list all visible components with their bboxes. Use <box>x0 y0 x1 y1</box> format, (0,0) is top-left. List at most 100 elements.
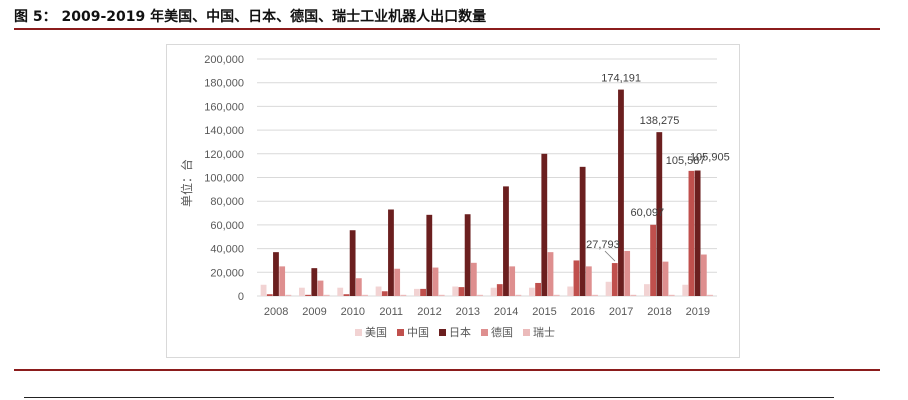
x-tick-label: 2009 <box>302 306 326 318</box>
x-tick-label: 2013 <box>456 306 480 318</box>
x-tick-label: 2014 <box>494 306 518 318</box>
bar-瑞士 <box>515 294 522 296</box>
bar-瑞士 <box>592 294 598 296</box>
bar-中国 <box>611 263 618 296</box>
legend-swatch <box>397 329 404 336</box>
bar-美国 <box>529 287 535 296</box>
data-label: 60,097 <box>630 207 664 219</box>
legend-label: 美国 <box>365 326 387 339</box>
bar-美国 <box>414 288 420 296</box>
x-tick-label: 2017 <box>609 306 633 318</box>
bar-日本 <box>349 230 356 296</box>
chart-svg: 0 20,000 40,000 60,000 80,000 100,000 120,000 1… <box>179 54 730 339</box>
bar-美国 <box>452 286 459 296</box>
data-label-leader <box>604 250 616 262</box>
bar-德国 <box>279 266 286 296</box>
bar-瑞士 <box>400 294 407 296</box>
bar-日本 <box>273 252 279 296</box>
bar-中国 <box>381 291 388 296</box>
legend-label: 中国 <box>407 326 429 339</box>
y-tick-label: 120,000 <box>204 149 244 161</box>
bar-美国 <box>337 287 344 296</box>
bar-德国 <box>547 252 554 296</box>
bar-瑞士 <box>668 294 675 296</box>
y-axis-label: 单位：台 <box>179 159 194 207</box>
bar-德国 <box>394 268 401 296</box>
bar-中国 <box>343 294 350 296</box>
x-tick-label: 2019 <box>686 306 710 318</box>
bar-中国 <box>573 260 580 296</box>
bar-瑞士 <box>323 294 330 296</box>
data-label: 174,191 <box>601 73 641 85</box>
figure-title: 图 5： 2009-2019 年美国、中国、日本、德国、瑞士工业机器人出口数量 <box>14 6 486 26</box>
bar-日本 <box>694 170 701 296</box>
x-tick-label: 2016 <box>571 306 595 318</box>
bar-美国 <box>375 286 382 296</box>
bar-中国 <box>266 294 273 296</box>
bar-日本 <box>311 268 318 296</box>
footer-rule <box>24 397 834 398</box>
bar-美国 <box>260 284 267 296</box>
bar-德国 <box>432 267 439 296</box>
bar-日本 <box>579 166 586 296</box>
x-tick-label: 2010 <box>341 306 365 318</box>
bar-日本 <box>464 214 471 296</box>
bar-瑞士 <box>477 294 483 296</box>
legend-swatch <box>439 329 446 336</box>
y-tick-label: 140,000 <box>204 125 244 137</box>
bar-瑞士 <box>362 294 368 296</box>
bar-中国 <box>650 224 656 296</box>
bar-美国 <box>299 287 305 296</box>
bar-德国 <box>317 280 324 296</box>
bar-德国 <box>509 266 516 296</box>
data-label: 105,587 <box>666 155 706 167</box>
bar-美国 <box>490 287 497 296</box>
figure-title-text: 2009-2019 年美国、中国、日本、德国、瑞士工业机器人出口数量 <box>61 9 487 25</box>
bar-日本 <box>541 153 548 296</box>
y-tick-label: 80,000 <box>210 196 244 208</box>
bar-瑞士 <box>707 294 713 296</box>
bar-瑞士 <box>630 294 637 296</box>
bar-德国 <box>355 278 362 296</box>
bar-中国 <box>305 294 311 296</box>
bar-中国 <box>535 282 541 296</box>
y-tick-label: 60,000 <box>210 220 244 232</box>
bar-美国 <box>567 286 574 296</box>
bar-美国 <box>682 284 689 296</box>
y-tick-label: 100,000 <box>204 173 244 185</box>
data-label: 27,793 <box>586 239 620 251</box>
bar-日本 <box>388 209 394 296</box>
section-rule <box>14 369 880 371</box>
x-tick-label: 2008 <box>264 306 288 318</box>
bar-中国 <box>458 287 465 296</box>
x-tick-label: 2018 <box>647 306 671 318</box>
legend-label: 德国 <box>491 325 513 339</box>
bar-德国 <box>700 254 707 296</box>
legend-label: 瑞士 <box>533 325 555 339</box>
bar-德国 <box>585 266 592 296</box>
bar-瑞士 <box>285 294 292 296</box>
bars <box>260 89 713 296</box>
bar-德国 <box>662 261 669 296</box>
legend-swatch <box>523 329 530 336</box>
bar-瑞士 <box>553 294 560 296</box>
bar-德国 <box>624 250 631 296</box>
bar-中国 <box>496 284 503 296</box>
data-label: 138,275 <box>640 115 680 127</box>
bar-美国 <box>605 281 612 296</box>
y-tick-label: 200,000 <box>204 54 244 66</box>
legend-swatch <box>355 329 362 336</box>
tick-labels: 0 20,000 40,000 60,000 80,000 100,000 120,000 1… <box>204 54 710 318</box>
legend: 美国 中国 日本 德国 瑞士 <box>355 325 555 339</box>
x-tick-label: 2012 <box>417 306 441 318</box>
y-tick-label: 40,000 <box>210 244 244 256</box>
y-tick-label: 180,000 <box>204 78 244 90</box>
y-tick-label: 160,000 <box>204 101 244 113</box>
bar-瑞士 <box>438 294 445 296</box>
gridlines <box>257 58 717 297</box>
x-tick-label: 2015 <box>532 306 556 318</box>
bar-日本 <box>503 186 509 296</box>
legend-swatch <box>481 329 488 336</box>
bar-日本 <box>618 89 624 296</box>
